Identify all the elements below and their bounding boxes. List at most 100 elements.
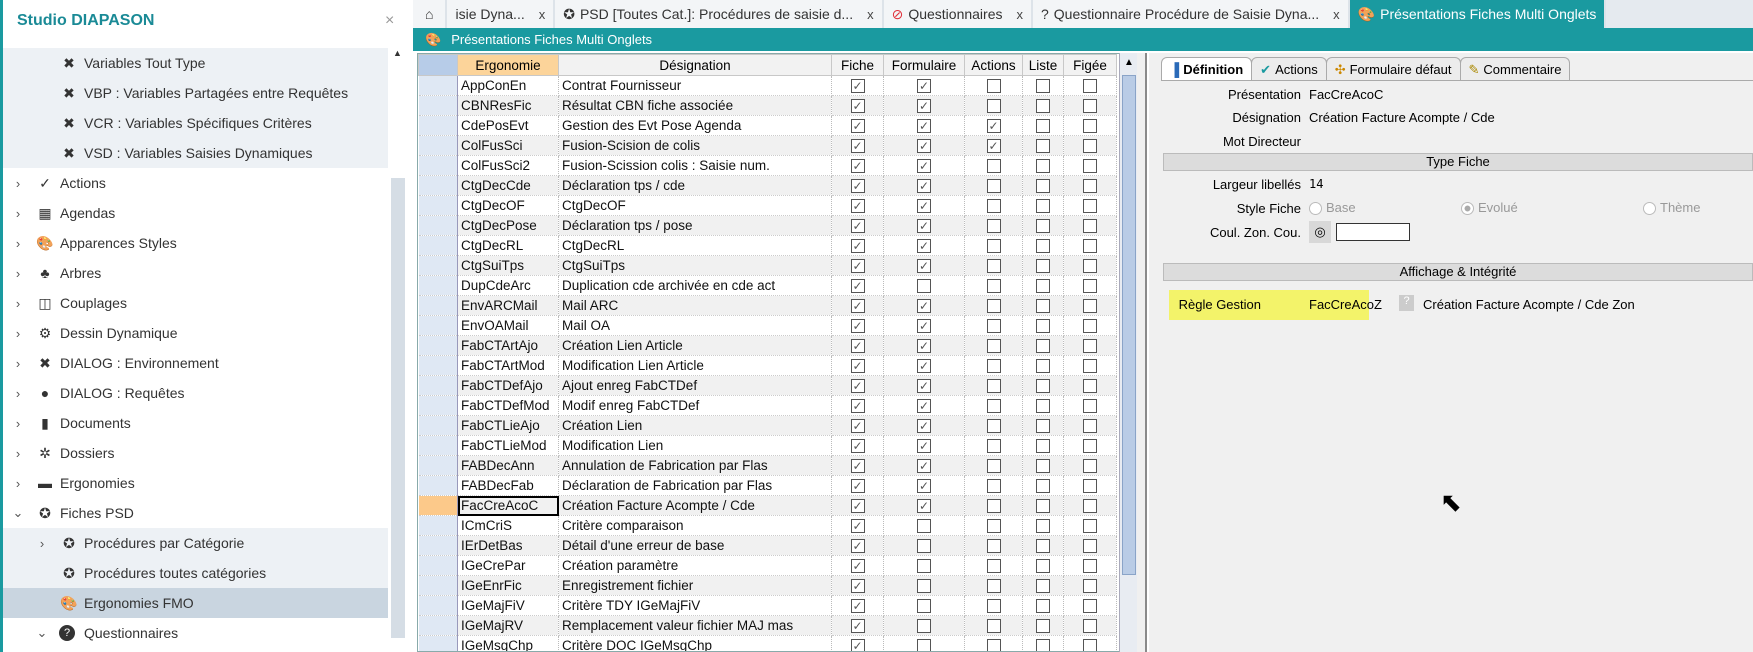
sidebar-item[interactable]: ✖ VCR : Variables Spécifiques Critères bbox=[3, 108, 388, 138]
checkbox-checked[interactable]: ✓ bbox=[917, 379, 931, 394]
sidebar-item[interactable]: › ◫ Couplages bbox=[3, 288, 388, 318]
radio-evolue[interactable]: Evolué bbox=[1461, 200, 1518, 216]
checkbox-checked[interactable]: ✓ bbox=[917, 139, 931, 154]
checkbox[interactable] bbox=[986, 299, 1001, 314]
designation-cell[interactable]: Critère DOC IGeMsgChp bbox=[558, 635, 832, 651]
close-icon[interactable]: × bbox=[385, 12, 395, 29]
sidebar-item[interactable]: ✖ VBP : Variables Partagées entre Requête… bbox=[3, 78, 388, 108]
checkbox[interactable] bbox=[986, 159, 1001, 174]
checkbox[interactable] bbox=[1036, 499, 1050, 514]
checkbox[interactable] bbox=[986, 479, 1001, 494]
row-header[interactable] bbox=[418, 115, 458, 136]
sidebar-item[interactable]: ✖ Variables Tout Type bbox=[3, 48, 388, 78]
row-header[interactable] bbox=[418, 75, 458, 96]
grid-scrollbar[interactable]: ▲ bbox=[1119, 53, 1137, 652]
designation-cell[interactable]: Modification Lien bbox=[558, 435, 832, 456]
table-row[interactable]: IGeEnrFic Enregistrement fichier ✓ bbox=[418, 575, 1117, 596]
table-row[interactable]: CtgDecOF CtgDecOF ✓ ✓ bbox=[418, 195, 1117, 216]
checkbox-checked[interactable]: ✓ bbox=[917, 299, 931, 314]
designation-cell[interactable]: Modif enreg FabCTDef bbox=[558, 395, 832, 416]
row-header[interactable] bbox=[418, 335, 458, 356]
sidebar-item[interactable]: › ▦ Agendas bbox=[3, 198, 388, 228]
checkbox[interactable] bbox=[1036, 459, 1050, 474]
row-header[interactable] bbox=[418, 175, 458, 196]
checkbox[interactable] bbox=[917, 539, 931, 554]
ergonomie-cell[interactable]: ColFusSci bbox=[457, 135, 559, 156]
table-row[interactable]: CtgDecRL CtgDecRL ✓ ✓ bbox=[418, 235, 1117, 256]
table-row[interactable]: IGeMajFiV Critère TDY IGeMajFiV ✓ bbox=[418, 595, 1117, 616]
table-row[interactable]: CtgSuiTps CtgSuiTps ✓ ✓ bbox=[418, 255, 1117, 276]
column-header[interactable]: Fiche bbox=[831, 54, 884, 76]
close-tab-icon[interactable]: x bbox=[1016, 6, 1024, 22]
checkbox-checked[interactable]: ✓ bbox=[850, 119, 865, 134]
tab-definition[interactable]: ▐ Définition bbox=[1161, 57, 1253, 81]
tab[interactable]: ? Questionnaire Procédure de Saisie Dyna.… bbox=[1033, 0, 1350, 28]
designation-cell[interactable]: Déclaration tps / pose bbox=[558, 215, 832, 236]
row-header[interactable] bbox=[418, 295, 458, 316]
checkbox[interactable] bbox=[986, 499, 1001, 514]
checkbox-checked[interactable]: ✓ bbox=[850, 79, 865, 94]
sidebar-item[interactable]: ⌄? Questionnaires bbox=[3, 618, 388, 648]
checkbox[interactable] bbox=[1083, 359, 1097, 374]
checkbox-checked[interactable]: ✓ bbox=[850, 379, 865, 394]
checkbox[interactable] bbox=[1083, 219, 1097, 234]
presentation-value[interactable]: FacCreAcoC bbox=[1309, 87, 1384, 102]
checkbox[interactable] bbox=[1036, 179, 1050, 194]
checkbox-checked[interactable]: ✓ bbox=[850, 479, 865, 494]
checkbox[interactable] bbox=[1083, 619, 1097, 634]
designation-cell[interactable]: Enregistrement fichier bbox=[558, 575, 832, 596]
sidebar-item[interactable]: › ✲ Dossiers bbox=[3, 438, 388, 468]
chevron-down-icon[interactable]: ⌄ bbox=[12, 505, 24, 520]
checkbox[interactable] bbox=[986, 439, 1001, 454]
checkbox-checked[interactable]: ✓ bbox=[917, 99, 931, 114]
row-header[interactable] bbox=[418, 95, 458, 116]
designation-cell[interactable]: Ajout enreg FabCTDef bbox=[558, 375, 832, 396]
checkbox[interactable] bbox=[1083, 579, 1097, 594]
sidebar-item[interactable]: › 🎨 Apparences Styles bbox=[3, 228, 388, 258]
checkbox[interactable] bbox=[1036, 239, 1050, 254]
checkbox[interactable] bbox=[1083, 499, 1097, 514]
checkbox[interactable] bbox=[1036, 119, 1050, 134]
row-header[interactable] bbox=[418, 555, 458, 576]
column-header[interactable]: Figée bbox=[1063, 54, 1117, 76]
checkbox-checked[interactable]: ✓ bbox=[850, 359, 865, 374]
checkbox[interactable] bbox=[986, 519, 1001, 534]
designation-cell[interactable]: Mail OA bbox=[558, 315, 832, 336]
sidebar-item[interactable]: ✪ Procédures toutes catégories bbox=[3, 558, 388, 588]
checkbox[interactable] bbox=[1036, 339, 1050, 354]
designation-cell[interactable]: Résultat CBN fiche associée bbox=[558, 95, 832, 116]
ergonomie-cell[interactable]: FABDecAnn bbox=[457, 455, 559, 476]
radio-base[interactable]: Base bbox=[1309, 200, 1356, 216]
checkbox[interactable] bbox=[986, 399, 1001, 414]
checkbox-checked[interactable]: ✓ bbox=[917, 79, 931, 94]
checkbox[interactable] bbox=[1083, 159, 1097, 174]
checkbox[interactable] bbox=[1083, 519, 1097, 534]
row-header[interactable] bbox=[418, 155, 458, 176]
checkbox[interactable] bbox=[986, 99, 1001, 114]
row-header[interactable] bbox=[418, 395, 458, 416]
table-row[interactable]: CdePosEvt Gestion des Evt Pose Agenda ✓ ✓ ✓ bbox=[418, 115, 1117, 136]
checkbox[interactable] bbox=[986, 199, 1001, 214]
ergonomie-cell[interactable]: FabCTLieAjo bbox=[457, 415, 559, 436]
ergonomie-cell[interactable]: CdePosEvt bbox=[457, 115, 559, 136]
sidebar-item[interactable]: ✖ VSD : Variables Saisies Dynamiques bbox=[3, 138, 388, 168]
checkbox-checked[interactable]: ✓ bbox=[917, 339, 931, 354]
checkbox-checked[interactable]: ✓ bbox=[850, 339, 865, 354]
ergonomie-cell[interactable]: EnvOAMail bbox=[457, 315, 559, 336]
designation-cell[interactable]: Modification Lien Article bbox=[558, 355, 832, 376]
ergonomie-cell[interactable]: CBNResFic bbox=[457, 95, 559, 116]
checkbox-checked[interactable]: ✓ bbox=[850, 279, 865, 294]
designation-cell[interactable]: CtgSuiTps bbox=[558, 255, 832, 276]
checkbox[interactable] bbox=[1083, 339, 1097, 354]
ergonomie-cell[interactable]: FabCTArtMod bbox=[457, 355, 559, 376]
row-header[interactable] bbox=[418, 255, 458, 276]
ergonomie-cell[interactable]: ICmCriS bbox=[457, 515, 559, 536]
column-header[interactable]: Formulaire bbox=[883, 54, 965, 76]
radio-theme[interactable]: Thème bbox=[1643, 200, 1700, 216]
checkbox[interactable] bbox=[1036, 299, 1050, 314]
checkbox[interactable] bbox=[1036, 419, 1050, 434]
checkbox-checked[interactable]: ✓ bbox=[850, 299, 865, 314]
designation-cell[interactable]: Gestion des Evt Pose Agenda bbox=[558, 115, 832, 136]
chevron-right-icon[interactable]: › bbox=[15, 175, 21, 191]
scroll-up-icon[interactable]: ▲ bbox=[393, 48, 402, 58]
